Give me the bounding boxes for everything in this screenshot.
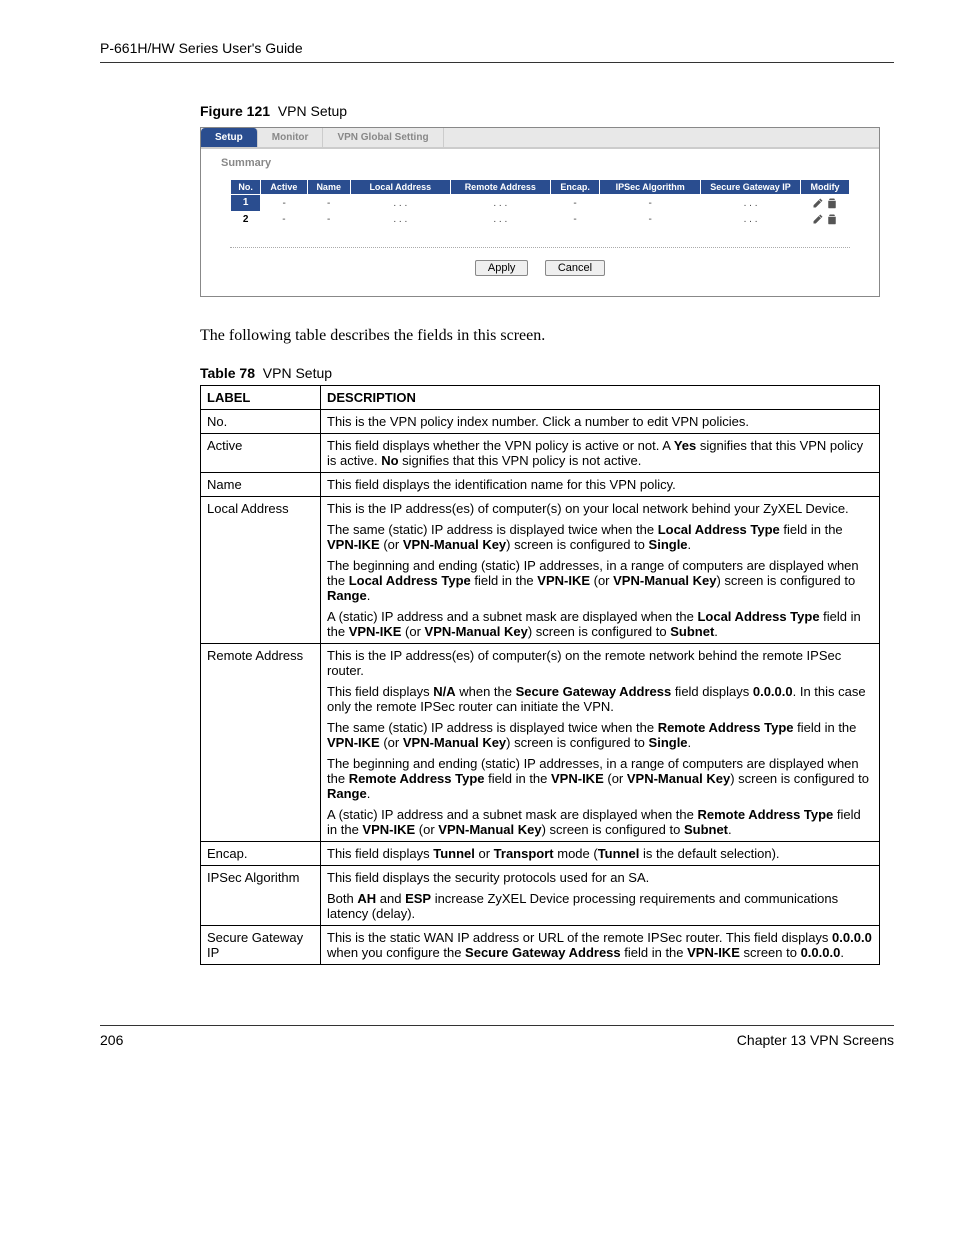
desc-description: This is the VPN policy index number. Cli…: [321, 410, 880, 434]
desc-paragraph: The beginning and ending (static) IP add…: [327, 756, 873, 801]
desc-paragraph: This field displays the security protoco…: [327, 870, 873, 885]
desc-row: ActiveThis field displays whether the VP…: [201, 434, 880, 473]
delete-icon[interactable]: [826, 197, 838, 209]
desc-row: Secure Gateway IPThis is the static WAN …: [201, 926, 880, 965]
col-remote-address: Remote Address: [450, 180, 550, 195]
figure-caption: Figure 121 VPN Setup: [200, 103, 894, 119]
desc-row: Remote AddressThis is the IP address(es)…: [201, 644, 880, 842]
table-title: VPN Setup: [263, 365, 332, 381]
desc-description: This field displays the identification n…: [321, 473, 880, 497]
cell-ipsec-algorithm: -: [600, 211, 701, 227]
page-number: 206: [100, 1032, 123, 1048]
desc-header-description: DESCRIPTION: [321, 386, 880, 410]
desc-paragraph: This is the IP address(es) of computer(s…: [327, 648, 873, 678]
cell-remote-address: . . .: [450, 211, 550, 227]
cell-encap: -: [550, 211, 600, 227]
col-active: Active: [261, 180, 307, 195]
cell-remote-address: . . .: [450, 195, 550, 212]
desc-paragraph: The same (static) IP address is displaye…: [327, 522, 873, 552]
desc-paragraph: Both AH and ESP increase ZyXEL Device pr…: [327, 891, 873, 921]
table-caption: Table 78 VPN Setup: [200, 365, 894, 381]
tab-setup[interactable]: Setup: [201, 128, 258, 147]
desc-description: This field displays whether the VPN poli…: [321, 434, 880, 473]
edit-icon[interactable]: [812, 197, 824, 209]
cancel-button[interactable]: Cancel: [545, 260, 605, 276]
desc-row: Local Address This is the IP address(es) …: [201, 497, 880, 644]
desc-label: Secure Gateway IP: [201, 926, 321, 965]
cell-modify: [801, 195, 850, 212]
description-table: LABEL DESCRIPTION No. This is the VPN pol…: [200, 385, 880, 965]
cell-name: -: [307, 211, 350, 227]
desc-label: Remote Address: [201, 644, 321, 842]
apply-button[interactable]: Apply: [475, 260, 529, 276]
cell-no[interactable]: 1: [231, 195, 261, 212]
cell-ipsec-algorithm: -: [600, 195, 701, 212]
table-row: 2--. . .. . .--. . .: [231, 211, 850, 227]
cell-secure-gateway-ip: . . .: [701, 195, 801, 212]
cell-active: -: [261, 211, 307, 227]
table-label: Table 78: [200, 365, 255, 381]
cell-active: -: [261, 195, 307, 212]
chapter-title: Chapter 13 VPN Screens: [737, 1032, 894, 1048]
desc-paragraph: This is the static WAN IP address or URL…: [327, 930, 873, 960]
cell-secure-gateway-ip: . . .: [701, 211, 801, 227]
figure-title: VPN Setup: [278, 103, 347, 119]
desc-paragraph: This field displays the identification n…: [327, 477, 873, 492]
desc-label: Encap.: [201, 842, 321, 866]
cell-local-address: . . .: [350, 211, 450, 227]
desc-paragraph: This field displays whether the VPN poli…: [327, 438, 873, 468]
desc-paragraph: The same (static) IP address is displaye…: [327, 720, 873, 750]
desc-paragraph: A (static) IP address and a subnet mask …: [327, 807, 873, 837]
edit-icon[interactable]: [812, 213, 824, 225]
desc-description: This is the IP address(es) of computer(s…: [321, 497, 880, 644]
desc-paragraph: This field displays N/A when the Secure …: [327, 684, 873, 714]
col-local-address: Local Address: [350, 180, 450, 195]
section-summary: Summary: [201, 149, 879, 175]
cell-local-address: . . .: [350, 195, 450, 212]
desc-description: This field displays Tunnel or Transport …: [321, 842, 880, 866]
intro-text: The following table describes the fields…: [200, 327, 894, 345]
desc-paragraph: This field displays Tunnel or Transport …: [327, 846, 873, 861]
cell-name: -: [307, 195, 350, 212]
col-name: Name: [307, 180, 350, 195]
desc-row: Encap. This field displays Tunnel or Tran…: [201, 842, 880, 866]
desc-paragraph: This is the IP address(es) of computer(s…: [327, 501, 873, 516]
desc-paragraph: The beginning and ending (static) IP add…: [327, 558, 873, 603]
cell-encap: -: [550, 195, 600, 212]
desc-row: IPSec Algorithm This field displays the s…: [201, 866, 880, 926]
desc-description: This field displays the security protoco…: [321, 866, 880, 926]
figure-label: Figure 121: [200, 103, 270, 119]
desc-row: No. This is the VPN policy index number. …: [201, 410, 880, 434]
desc-label: Active: [201, 434, 321, 473]
tab-vpn-global-setting[interactable]: VPN Global Setting: [323, 128, 443, 147]
vpn-setup-screenshot: Setup Monitor VPN Global Setting Summary…: [200, 127, 880, 297]
col-secure-gateway-ip: Secure Gateway IP: [701, 180, 801, 195]
desc-row: Name This field displays the identificati…: [201, 473, 880, 497]
button-row: Apply Cancel: [230, 247, 850, 276]
desc-label: Local Address: [201, 497, 321, 644]
desc-description: This is the static WAN IP address or URL…: [321, 926, 880, 965]
page-footer: 206 Chapter 13 VPN Screens: [100, 1025, 894, 1048]
desc-label: Name: [201, 473, 321, 497]
tab-monitor[interactable]: Monitor: [258, 128, 324, 147]
desc-description: This is the IP address(es) of computer(s…: [321, 644, 880, 842]
cell-no[interactable]: 2: [231, 211, 261, 227]
col-ipsec-algorithm: IPSec Algorithm: [600, 180, 701, 195]
cell-modify: [801, 211, 850, 227]
col-no: No.: [231, 180, 261, 195]
desc-header-label: LABEL: [201, 386, 321, 410]
desc-paragraph: This is the VPN policy index number. Cli…: [327, 414, 873, 429]
col-encap: Encap.: [550, 180, 600, 195]
vpn-summary-table: No. Active Name Local Address Remote Add…: [230, 179, 850, 227]
desc-paragraph: A (static) IP address and a subnet mask …: [327, 609, 873, 639]
desc-label: No.: [201, 410, 321, 434]
table-row: 1--. . .. . .--. . .: [231, 195, 850, 212]
delete-icon[interactable]: [826, 213, 838, 225]
page-header: P-661H/HW Series User's Guide: [100, 40, 894, 63]
col-modify: Modify: [801, 180, 850, 195]
desc-label: IPSec Algorithm: [201, 866, 321, 926]
tabs-row: Setup Monitor VPN Global Setting: [201, 128, 879, 149]
